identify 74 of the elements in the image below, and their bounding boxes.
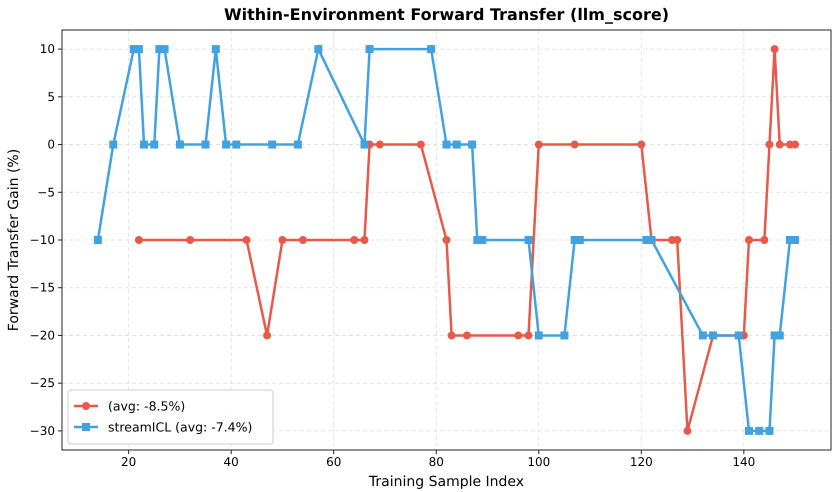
x-tick-label: 40 (224, 455, 239, 469)
point (637, 140, 646, 149)
point (683, 426, 692, 435)
point (416, 140, 425, 149)
point (232, 140, 240, 149)
y-tick-label: −20 (30, 328, 55, 342)
point (734, 331, 743, 340)
point (160, 45, 169, 54)
point (150, 140, 158, 149)
point (350, 236, 358, 244)
y-tick-label: 5 (47, 90, 55, 104)
point (242, 236, 251, 244)
legend-label: (avg: -8.5%) (108, 398, 186, 414)
point (376, 140, 384, 149)
point (176, 140, 184, 149)
point (360, 140, 368, 149)
y-tick-label: −30 (30, 424, 55, 438)
point (468, 140, 476, 149)
point (294, 140, 302, 149)
y-tick-label: 0 (47, 138, 55, 152)
point (765, 140, 774, 149)
y-tick-label: −5 (37, 185, 55, 200)
y-tick-label: −25 (30, 376, 55, 390)
point (698, 331, 707, 340)
chart-title: Within-Environment Forward Transfer (llm_score) (224, 5, 670, 24)
point (212, 45, 220, 54)
point (222, 140, 230, 149)
point (534, 331, 543, 340)
point (94, 236, 102, 244)
point (366, 45, 374, 54)
point (442, 236, 450, 244)
point (186, 236, 194, 244)
point (760, 236, 768, 244)
point (755, 426, 764, 435)
x-tick-label: 60 (326, 455, 342, 469)
point (524, 331, 533, 340)
point (134, 45, 143, 54)
point (442, 140, 450, 149)
point (770, 45, 779, 54)
point (524, 236, 533, 244)
point (360, 236, 368, 244)
y-tick-label: 10 (40, 42, 55, 56)
point (452, 140, 461, 149)
y-tick-label: −10 (30, 233, 55, 247)
point (427, 45, 436, 54)
point (560, 331, 568, 340)
y-axis-title: Forward Transfer Gain (%) (6, 148, 22, 332)
x-tick-label: 140 (732, 455, 756, 469)
point (776, 331, 784, 340)
point (534, 140, 543, 149)
point (278, 236, 286, 244)
point (268, 140, 276, 149)
point (776, 140, 784, 149)
x-tick-label: 80 (428, 455, 444, 469)
legend-label: streamICL (avg: -7.4%) (108, 420, 252, 434)
x-tick-label: 120 (630, 455, 653, 469)
point (448, 331, 456, 340)
point (140, 140, 148, 149)
y-tick-label: −15 (30, 280, 55, 295)
point (570, 140, 579, 149)
point (134, 236, 143, 244)
x-tick-label: 100 (527, 455, 550, 469)
x-axis-title: Training Sample Index (368, 474, 524, 490)
point (109, 140, 118, 149)
point (202, 140, 210, 149)
x-tick-label: 20 (121, 455, 136, 469)
point (463, 331, 472, 340)
point (765, 426, 774, 435)
point (514, 331, 522, 340)
point (314, 45, 322, 54)
point (744, 426, 753, 435)
point (744, 236, 753, 244)
point (263, 331, 272, 340)
point (298, 236, 307, 244)
